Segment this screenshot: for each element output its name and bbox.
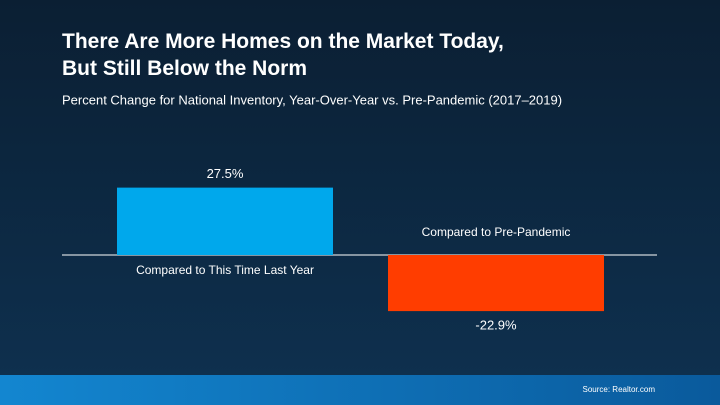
category-label: Compared to This Time Last Year — [136, 263, 314, 277]
chart-title: There Are More Homes on the Market Today… — [62, 30, 504, 80]
footer-bar — [0, 375, 720, 405]
category-label: Compared to Pre-Pandemic — [422, 225, 571, 239]
chart-subtitle: Percent Change for National Inventory, Y… — [62, 92, 562, 107]
bar — [117, 187, 333, 255]
bar — [388, 255, 604, 312]
value-label: -22.9% — [475, 318, 517, 333]
source: Source: Realtor.com — [583, 385, 656, 394]
value-label: 27.5% — [207, 166, 244, 181]
